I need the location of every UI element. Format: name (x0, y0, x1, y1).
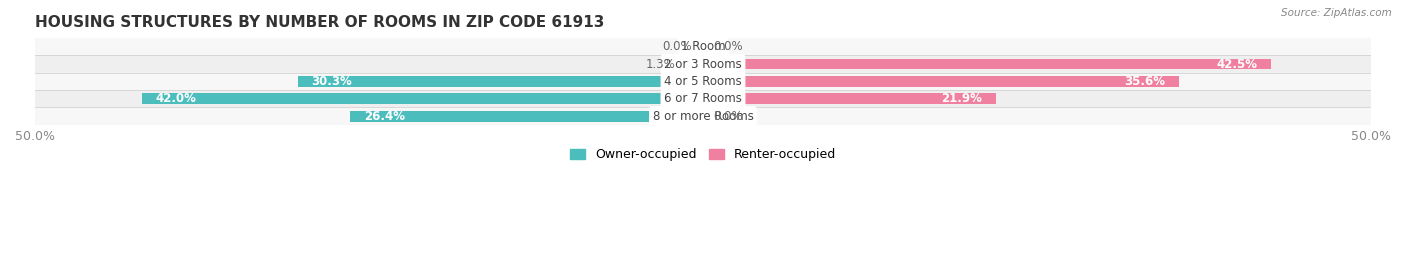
Text: 4 or 5 Rooms: 4 or 5 Rooms (664, 75, 742, 88)
Bar (350, 111, 703, 122)
Bar (142, 93, 703, 104)
Bar (35, 73, 1371, 90)
Text: 0.0%: 0.0% (662, 40, 692, 53)
Bar (703, 93, 995, 104)
Text: 2 or 3 Rooms: 2 or 3 Rooms (664, 58, 742, 71)
Text: 1.3%: 1.3% (645, 58, 675, 71)
Bar (35, 55, 1371, 73)
Text: 30.3%: 30.3% (312, 75, 353, 88)
Bar (703, 59, 1271, 69)
Bar (35, 108, 1371, 125)
Text: 6 or 7 Rooms: 6 or 7 Rooms (664, 92, 742, 105)
Text: 0.0%: 0.0% (714, 40, 744, 53)
Text: 8 or more Rooms: 8 or more Rooms (652, 110, 754, 123)
Text: 42.5%: 42.5% (1216, 58, 1257, 71)
Text: 21.9%: 21.9% (942, 92, 983, 105)
Text: 0.0%: 0.0% (714, 110, 744, 123)
Text: 42.0%: 42.0% (155, 92, 195, 105)
Bar (35, 90, 1371, 108)
Bar (35, 38, 1371, 55)
Text: HOUSING STRUCTURES BY NUMBER OF ROOMS IN ZIP CODE 61913: HOUSING STRUCTURES BY NUMBER OF ROOMS IN… (35, 15, 605, 30)
Bar (298, 76, 703, 87)
Text: 26.4%: 26.4% (364, 110, 405, 123)
Text: Source: ZipAtlas.com: Source: ZipAtlas.com (1281, 8, 1392, 18)
Bar (686, 59, 703, 69)
Text: 35.6%: 35.6% (1125, 75, 1166, 88)
Bar (703, 76, 1178, 87)
Text: 1 Room: 1 Room (681, 40, 725, 53)
Legend: Owner-occupied, Renter-occupied: Owner-occupied, Renter-occupied (565, 143, 841, 166)
